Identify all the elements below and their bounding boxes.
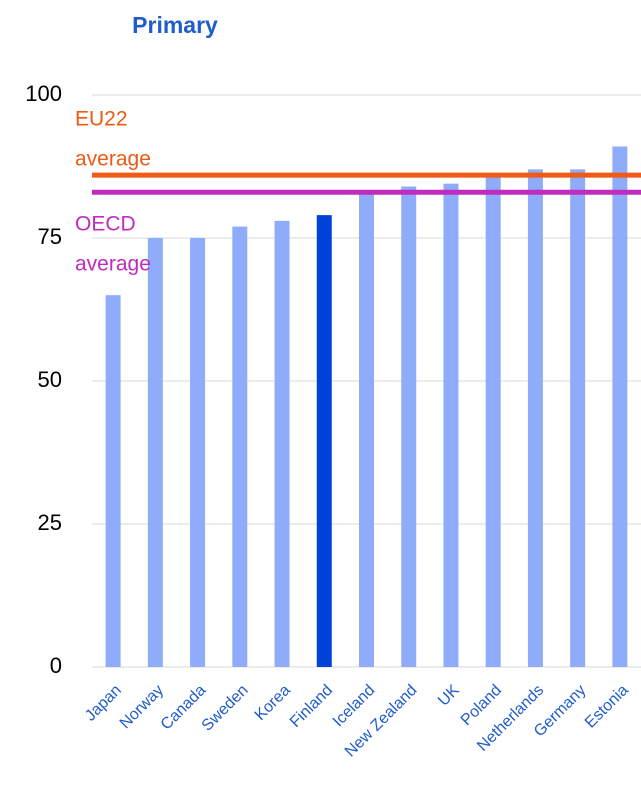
bar [147,238,163,667]
bar [485,175,501,667]
bar [612,146,628,668]
bar [316,215,332,667]
y-tick-label: 0 [50,653,62,678]
y-tick-label: 100 [25,81,62,106]
bar [401,186,417,667]
bar [274,220,290,667]
chart-title: Primary [132,12,218,38]
bar [359,192,374,668]
y-tick-label: 25 [38,510,62,535]
reference-label: EU22 [75,108,128,131]
x-tick-label: Finland [287,682,336,731]
x-tick-label: UK [435,682,463,710]
x-tick-label: Estonia [582,682,632,732]
y-tick-label: 75 [38,224,62,249]
bar [570,169,586,668]
reference-label: OECD [75,213,136,236]
bar [190,238,206,667]
y-tick-label: 50 [38,367,62,392]
bar [527,169,543,668]
bar [105,295,121,667]
reference-label: average [75,148,151,171]
bar [232,226,248,667]
x-tick-label: Sweden [199,682,252,735]
reference-label: average [75,253,151,276]
bar [443,183,459,667]
